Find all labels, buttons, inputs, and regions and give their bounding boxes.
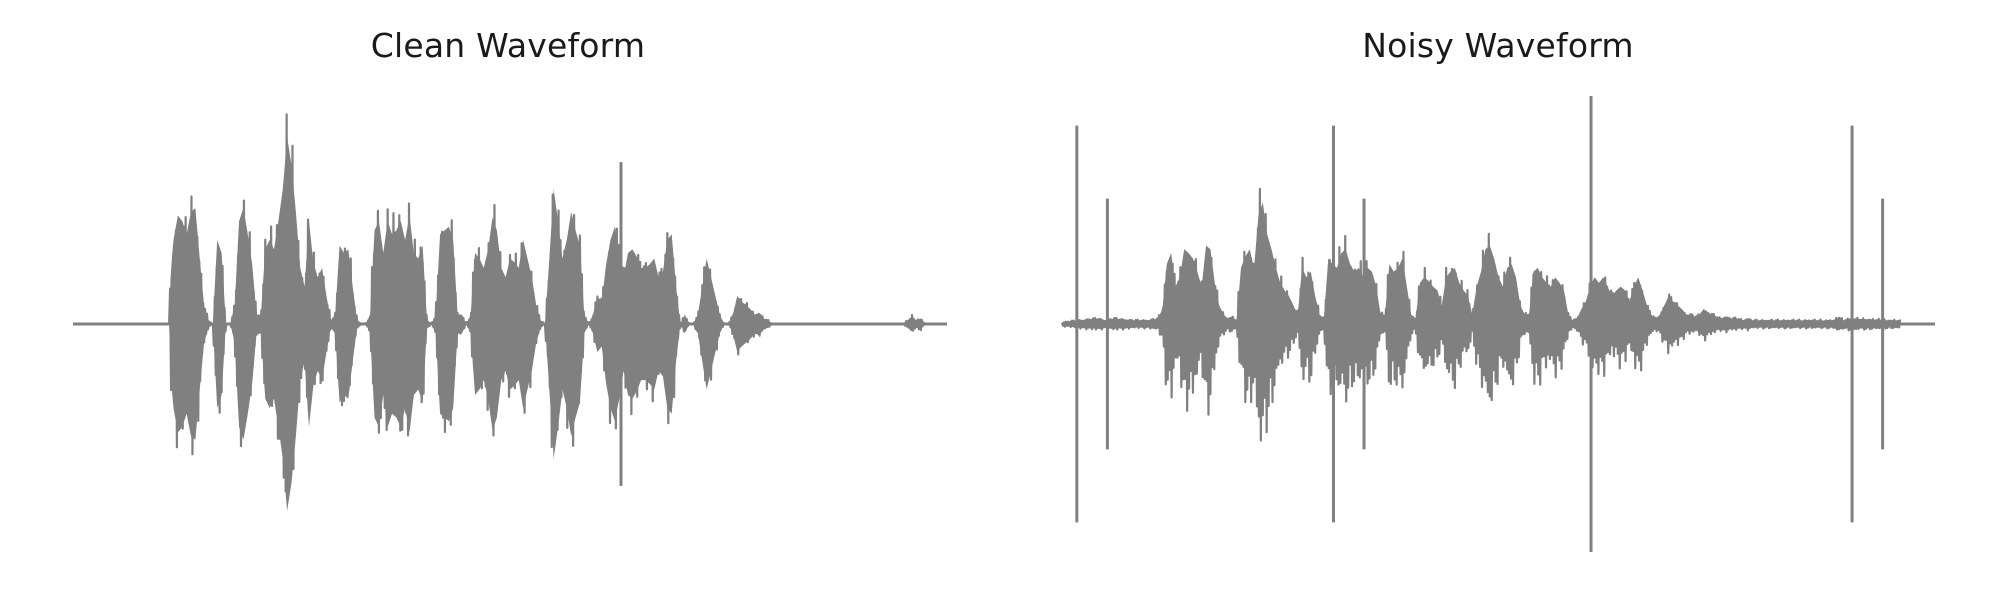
- clean-waveform-panel: Clean Waveform: [72, 26, 948, 511]
- chart-title: Noisy Waveform: [1362, 26, 1634, 65]
- clean-waveform-plot: [72, 113, 948, 511]
- waveform-envelope: [1062, 202, 1901, 323]
- chart-title: Clean Waveform: [370, 26, 646, 65]
- noisy-waveform-panel: Noisy Waveform: [1000, 0, 2000, 600]
- waveform-envelope: [73, 137, 947, 511]
- noisy-waveform-plot: [1060, 96, 1935, 552]
